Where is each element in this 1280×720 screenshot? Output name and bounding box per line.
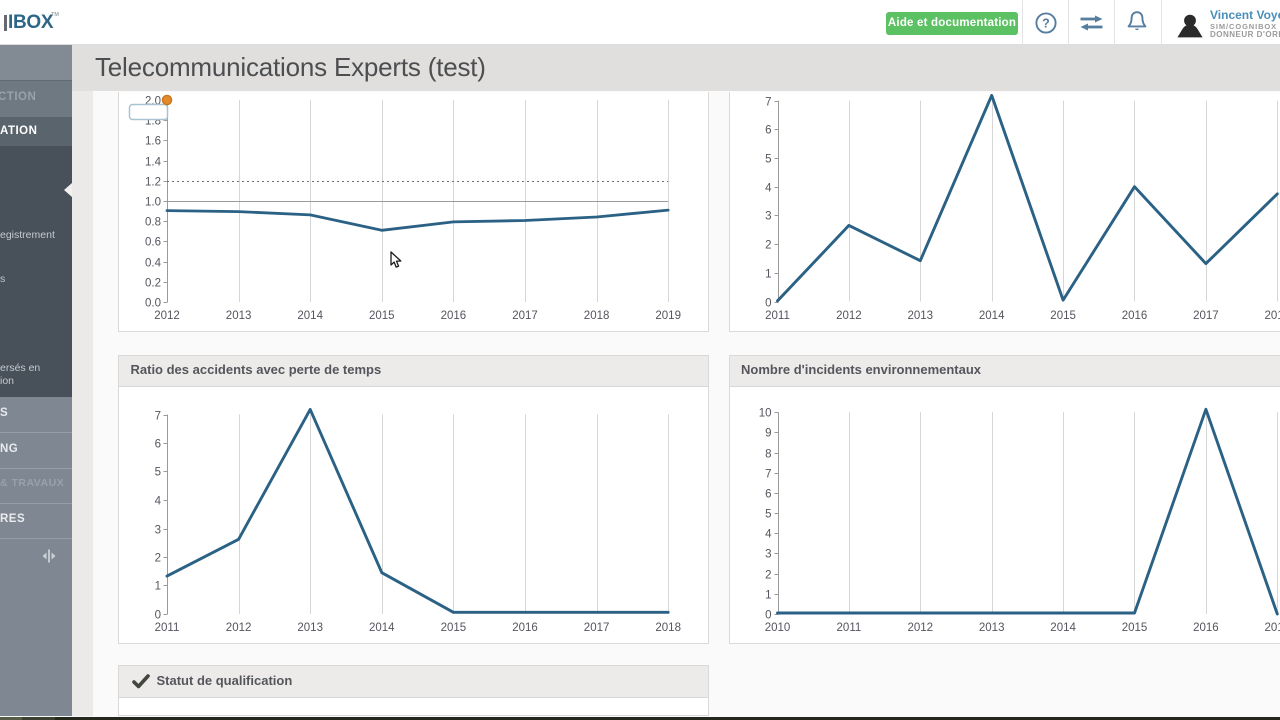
svg-text:2018: 2018 (1265, 310, 1280, 322)
svg-text:0: 0 (765, 298, 771, 310)
svg-text:2015: 2015 (440, 622, 466, 634)
svg-text:2018: 2018 (583, 310, 609, 322)
svg-text:2017: 2017 (1265, 622, 1280, 634)
svg-text:2013: 2013 (297, 622, 323, 634)
svg-text:2013: 2013 (979, 622, 1005, 634)
svg-text:2016: 2016 (512, 622, 538, 634)
svg-text:2014: 2014 (979, 310, 1005, 322)
svg-text:2011: 2011 (154, 622, 179, 634)
svg-text:4: 4 (154, 496, 161, 508)
svg-text:9: 9 (765, 428, 771, 440)
svg-text:7: 7 (765, 469, 771, 481)
svg-text:3: 3 (154, 525, 160, 537)
svg-text:2014: 2014 (1050, 622, 1076, 634)
svg-text:6: 6 (765, 125, 771, 137)
svg-text:2017: 2017 (512, 310, 538, 322)
svg-text:2010: 2010 (765, 622, 791, 634)
svg-text:2016: 2016 (440, 310, 466, 322)
svg-text:2012: 2012 (836, 310, 862, 322)
svg-text:7: 7 (765, 97, 771, 109)
svg-text:2016: 2016 (1193, 622, 1219, 634)
svg-text:2013: 2013 (908, 310, 934, 322)
svg-text:1: 1 (765, 269, 771, 281)
svg-text:3: 3 (765, 549, 771, 561)
svg-text:2015: 2015 (369, 310, 395, 322)
svg-text:2014: 2014 (369, 622, 395, 634)
svg-text:0: 0 (154, 610, 160, 622)
svg-text:1: 1 (765, 590, 771, 602)
svg-text:2014: 2014 (297, 310, 323, 322)
svg-text:4: 4 (765, 183, 772, 195)
svg-text:6: 6 (154, 439, 160, 451)
svg-text:1: 1 (154, 581, 160, 593)
svg-text:2017: 2017 (583, 622, 609, 634)
svg-text:0: 0 (765, 610, 771, 622)
svg-text:3: 3 (765, 211, 771, 223)
svg-text:2012: 2012 (154, 310, 180, 322)
svg-text:2: 2 (765, 570, 771, 582)
svg-text:2019: 2019 (655, 310, 681, 322)
svg-text:2015: 2015 (1050, 310, 1076, 322)
svg-text:1.4: 1.4 (145, 157, 162, 169)
svg-text:2013: 2013 (225, 310, 251, 322)
svg-text:0.8: 0.8 (145, 217, 161, 229)
svg-text:0.2: 0.2 (145, 278, 161, 290)
svg-text:0.6: 0.6 (145, 237, 161, 249)
svg-text:1.2: 1.2 (145, 177, 161, 189)
svg-text:2: 2 (154, 553, 160, 565)
svg-text:5: 5 (765, 154, 771, 166)
svg-text:5: 5 (154, 467, 160, 479)
svg-text:?: ? (1042, 17, 1050, 31)
svg-text:2015: 2015 (1122, 622, 1148, 634)
svg-text:1.6: 1.6 (145, 136, 161, 148)
svg-text:10: 10 (759, 408, 772, 420)
svg-text:2016: 2016 (1122, 310, 1148, 322)
svg-text:5: 5 (765, 509, 771, 521)
svg-text:2018: 2018 (655, 622, 681, 634)
svg-text:6: 6 (765, 489, 771, 501)
svg-text:2: 2 (765, 240, 771, 252)
svg-text:2011: 2011 (837, 622, 862, 634)
svg-text:2017: 2017 (1193, 310, 1219, 322)
svg-text:7: 7 (154, 411, 160, 423)
svg-text:8: 8 (765, 449, 771, 461)
svg-text:1.0: 1.0 (145, 197, 161, 209)
svg-text:2012: 2012 (908, 622, 934, 634)
svg-text:4: 4 (765, 529, 772, 541)
svg-text:2012: 2012 (225, 622, 251, 634)
svg-text:2011: 2011 (765, 310, 790, 322)
svg-text:0.0: 0.0 (145, 298, 161, 310)
svg-text:0.4: 0.4 (145, 258, 162, 270)
